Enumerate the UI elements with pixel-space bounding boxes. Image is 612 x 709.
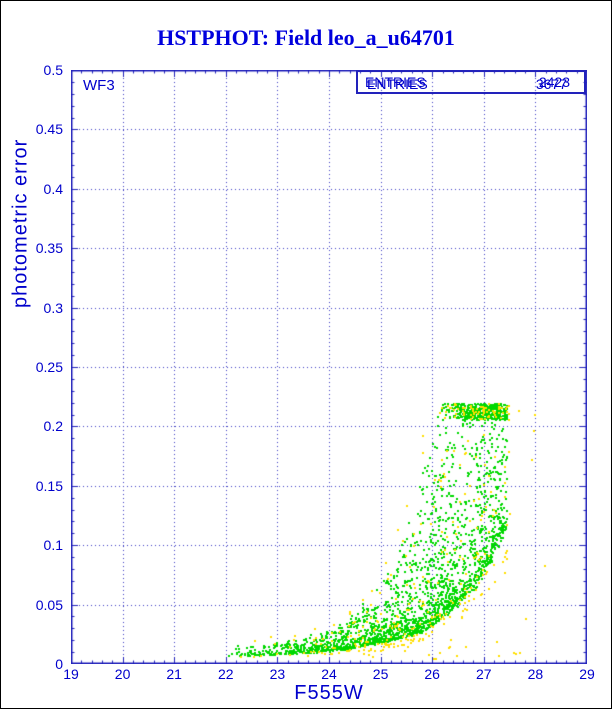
chip-label: WF3 [83,77,115,94]
entries-label-ghost: ENTRIES [367,76,428,92]
y-tick-label: 0.25 [35,359,63,375]
y-tick-label: 0.45 [35,121,63,138]
y-axis-label: photometric error [9,138,32,308]
page-title: HSTPHOT: Field leo_a_u64701 [157,25,455,50]
x-tick-label: 23 [269,666,286,682]
entries-count-primary: 2423 [538,74,570,90]
x-tick-label: 25 [372,666,389,682]
x-tick-label: 28 [527,666,544,682]
scatter-plot-canvas [71,70,587,664]
y-tick-label: 0.05 [35,596,63,613]
y-tick-label: 0.1 [43,537,63,554]
x-tick-label: 19 [63,666,79,682]
y-tick-label: 0.5 [43,62,63,78]
y-tick-label: 0.35 [35,240,63,257]
x-tick-label: 22 [218,666,234,682]
y-tick-label: 0.3 [43,299,63,316]
entries-count-secondary: 3677 [535,76,567,92]
x-axis-label: F555W [294,682,364,704]
y-tick-label: 0 [55,656,63,672]
y-tick-label: 0.2 [43,418,63,435]
entries-label: ENTRIES [365,74,426,90]
x-tick-label: 20 [114,666,131,682]
entries-legend-box: ENTRIES ENTRIES 3677 2423 [356,70,586,94]
y-tick-label: 0.15 [35,477,63,494]
x-tick-label: 21 [166,666,182,682]
x-tick-label: 24 [321,666,337,682]
x-tick-label: 27 [476,666,492,682]
x-tick-label: 29 [579,666,595,682]
x-tick-label: 26 [424,666,440,682]
y-tick-label: 0.4 [43,180,63,197]
